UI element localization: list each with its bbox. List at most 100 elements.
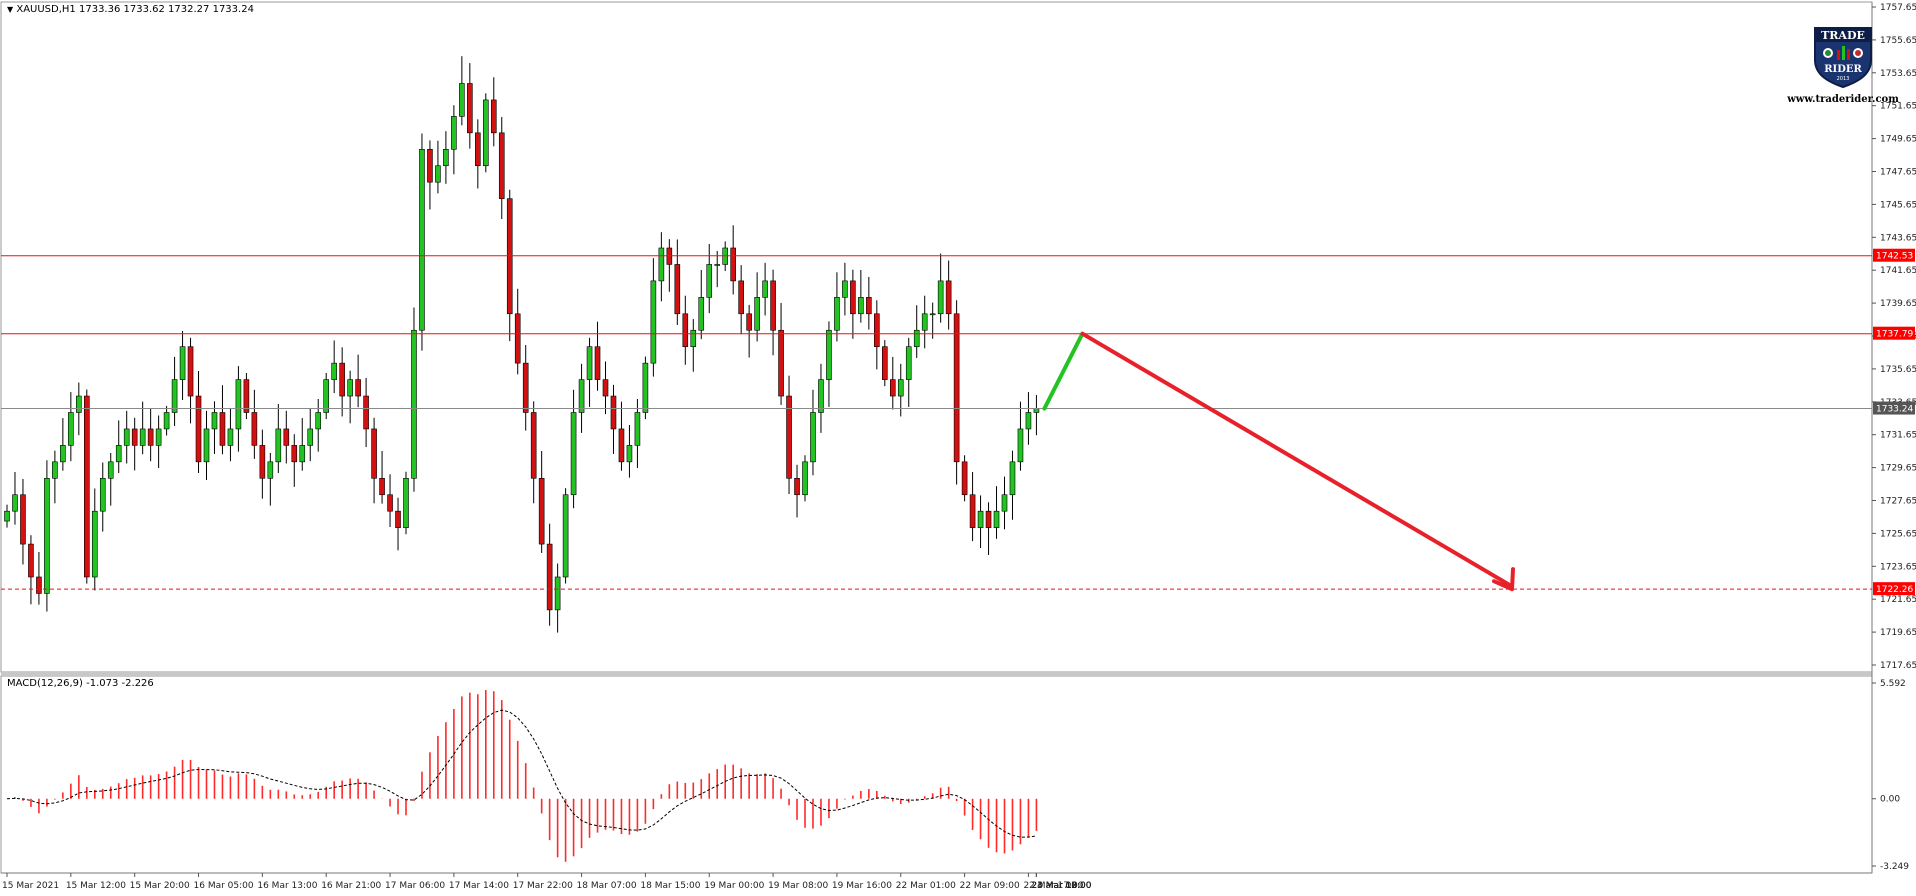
candle-body[interactable] [482,99,489,167]
candle-body[interactable] [4,510,10,522]
candle-body[interactable] [993,510,1000,528]
candle-body[interactable] [913,329,920,347]
candle-body[interactable] [546,543,553,611]
candle-body[interactable] [44,477,50,594]
candle-body[interactable] [770,280,776,331]
candle-body[interactable] [475,132,481,167]
candle-body[interactable] [235,379,242,430]
candle-body[interactable] [810,412,816,463]
candle-body[interactable] [243,379,250,413]
candle-body[interactable] [889,379,896,397]
candle-body[interactable] [131,428,138,446]
candle-body[interactable] [698,297,705,331]
candle-body[interactable] [985,510,992,528]
candle-body[interactable] [291,445,298,463]
candle-body[interactable] [977,510,984,528]
candle-body[interactable] [451,116,457,150]
candle-body[interactable] [929,313,936,316]
candle-body[interactable] [371,428,377,479]
candle-body[interactable] [387,494,393,512]
projection-up-line[interactable] [1042,331,1085,411]
candle-body[interactable] [219,412,226,446]
candle-body[interactable] [403,477,409,528]
candle-body[interactable] [634,412,641,446]
candle-body[interactable] [897,379,904,397]
candle-body[interactable] [195,395,202,463]
candle-body[interactable] [642,362,649,413]
candle-body[interactable] [315,412,322,430]
candle-body[interactable] [379,477,385,496]
candle-body[interactable] [467,83,473,134]
candle-body[interactable] [1009,461,1016,496]
candle-body[interactable] [826,329,832,380]
candle-body[interactable] [594,346,601,380]
candle-body[interactable] [937,280,944,315]
candle-body[interactable] [834,297,840,331]
candle-body[interactable] [211,412,218,430]
candle-body[interactable] [626,445,633,463]
candle-body[interactable] [746,313,752,331]
candle-body[interactable] [20,494,26,545]
candle-body[interactable] [107,461,114,479]
candle-body[interactable] [179,346,186,380]
candle-body[interactable] [459,83,465,117]
candle-body[interactable] [60,445,66,463]
candle-body[interactable] [842,280,848,298]
candle-body[interactable] [267,461,274,479]
candle-body[interactable] [331,362,337,380]
candle-body[interactable] [514,313,521,364]
candle-body[interactable] [1025,412,1032,430]
candle-body[interactable] [347,379,353,397]
candle-body[interactable] [427,148,433,183]
candle-body[interactable] [706,264,713,298]
candle-body[interactable] [522,362,529,413]
candle-body[interactable] [299,445,306,463]
candle-body[interactable] [650,280,657,364]
candle-body[interactable] [435,165,441,183]
panel-separator[interactable] [1,672,1872,676]
candle-body[interactable] [91,510,98,578]
candle-body[interactable] [794,477,800,496]
candle-body[interactable] [610,395,617,430]
candle-body[interactable] [554,576,561,611]
candle-body[interactable] [283,428,290,446]
candle-body[interactable] [921,313,928,331]
candle-body[interactable] [171,379,178,413]
candle-body[interactable] [602,379,609,397]
candle-body[interactable] [778,329,784,397]
candle-body[interactable] [251,412,258,446]
candle-body[interactable] [68,412,74,446]
candle-body[interactable] [28,543,34,578]
candle-body[interactable] [682,313,689,347]
candle-body[interactable] [355,379,361,397]
candle-body[interactable] [187,346,194,397]
candle-body[interactable] [754,297,760,331]
candle-body[interactable] [690,329,697,347]
candle-body[interactable] [155,428,162,446]
candle-body[interactable] [530,412,537,479]
candle-body[interactable] [905,346,912,380]
candle-body[interactable] [395,510,401,528]
candle-body[interactable] [874,313,880,347]
candle-body[interactable] [259,445,266,479]
candle-body[interactable] [762,280,768,298]
candle-body[interactable] [139,428,146,446]
candle-body[interactable] [570,412,577,496]
candle-body[interactable] [1001,494,1008,512]
candle-body[interactable] [1017,428,1024,463]
candle-body[interactable] [953,313,960,463]
candle-body[interactable] [36,576,42,594]
candle-body[interactable] [786,395,792,479]
candle-body[interactable] [52,461,58,479]
candle-body[interactable] [738,280,744,315]
candle-body[interactable] [1033,408,1040,413]
candle-body[interactable] [147,428,154,446]
candle-body[interactable] [490,99,497,134]
candle-body[interactable] [969,494,976,528]
candle-body[interactable] [443,148,449,167]
candle-body[interactable] [123,428,130,446]
candle-body[interactable] [961,461,968,496]
candle-body[interactable] [674,264,681,315]
candle-body[interactable] [818,379,824,413]
candle-body[interactable] [578,379,585,413]
